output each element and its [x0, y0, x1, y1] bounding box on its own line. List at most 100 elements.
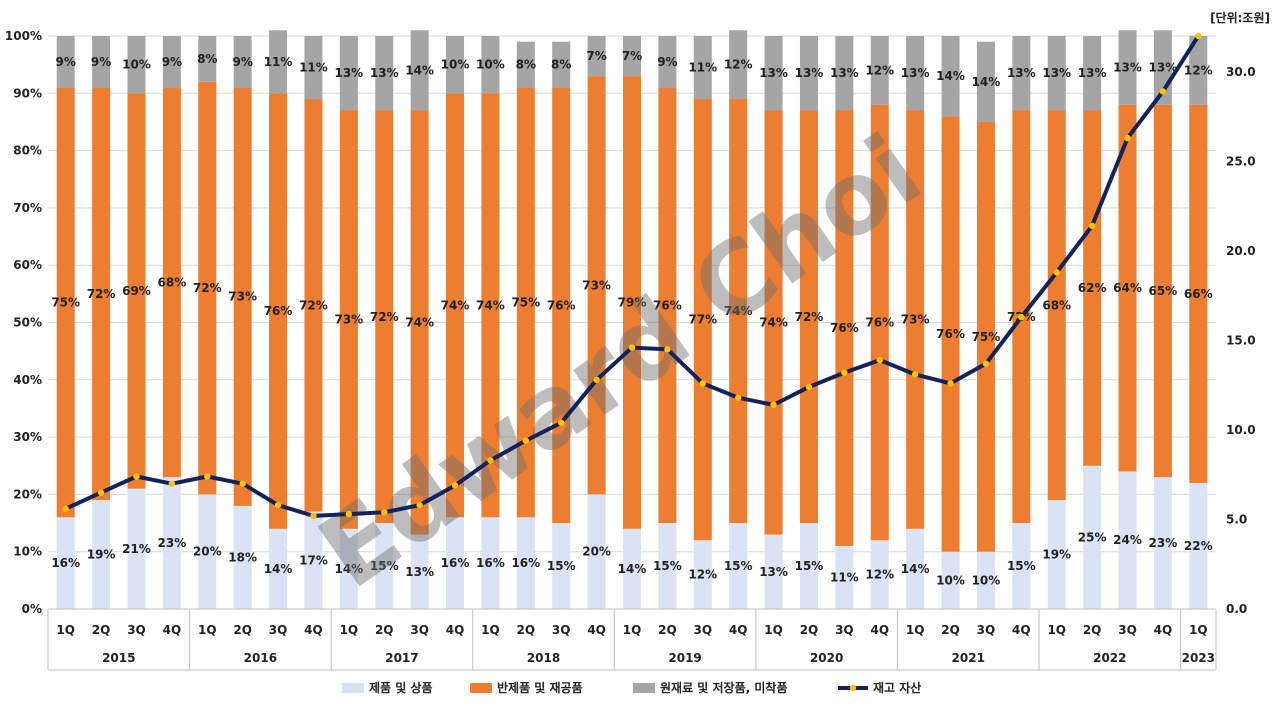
bar-segment	[162, 87, 181, 478]
bar-data-label: 76%	[547, 298, 576, 312]
bar-segment	[799, 110, 818, 524]
bar-segment	[446, 517, 465, 609]
bar-segment	[162, 477, 181, 609]
legend-swatch	[342, 683, 364, 693]
inventory-point	[841, 369, 848, 376]
bar-segment	[481, 517, 500, 609]
inventory-point	[1124, 134, 1131, 142]
bar-data-label: 13%	[901, 66, 930, 80]
bar-segment	[552, 41, 571, 88]
x-tick-label: 2Q	[375, 623, 394, 637]
bar-segment	[198, 494, 217, 609]
bar-segment	[375, 110, 394, 524]
bar-data-label: 23%	[1149, 536, 1178, 550]
bar-data-labels: 16% 75% 9% 19% 72% 9% 21% 69% 10% 23% 68% 9% 20% 72% 8…	[51, 49, 1212, 587]
bar-data-label: 13%	[1078, 66, 1107, 80]
bar-data-label: 76%	[653, 298, 682, 312]
bar-data-label: 76%	[264, 304, 293, 318]
bar-segment	[623, 76, 641, 529]
bar-segment	[764, 36, 783, 111]
x-tick-label: 4Q	[304, 623, 323, 637]
bar-data-label: 12%	[865, 63, 894, 77]
x-tick-label: 1Q	[1189, 623, 1208, 637]
unit-label: [단위:조원]	[1210, 10, 1270, 25]
y-left-tick-label: 90%	[13, 86, 42, 100]
x-tick-label: 3Q	[552, 623, 571, 637]
bar-segment	[339, 36, 358, 111]
bar-segment	[446, 36, 465, 94]
bar-segment	[56, 87, 75, 518]
bar-data-label: 9%	[162, 55, 182, 69]
bar-segment	[127, 36, 146, 94]
bar-segment	[233, 505, 252, 609]
inventory-point	[522, 437, 530, 444]
bar-data-label: 73%	[582, 278, 611, 292]
bar-segment	[304, 36, 323, 100]
y-left-tick-label: 100%	[5, 29, 42, 43]
bar-segment	[658, 523, 677, 609]
inventory-point	[805, 383, 813, 391]
bar-segment	[1153, 477, 1172, 609]
bar-data-label: 13%	[1007, 66, 1036, 80]
bar-data-label: 14%	[334, 562, 363, 576]
bar-data-label: 73%	[901, 313, 930, 327]
legend-swatch	[470, 683, 492, 693]
bar-segment	[1047, 36, 1066, 111]
y-left-tick-label: 70%	[13, 201, 42, 215]
bar-data-label: 8%	[551, 58, 571, 72]
year-label: 2018	[527, 651, 560, 665]
bar-segment	[693, 36, 712, 100]
bar-data-label: 62%	[1078, 281, 1107, 295]
bar-segment	[375, 36, 394, 111]
bar-segment	[1012, 36, 1031, 111]
bar-data-label: 16%	[441, 556, 470, 570]
bar-data-label: 13%	[759, 565, 788, 579]
bar-segment	[976, 121, 995, 552]
bar-segment	[835, 36, 854, 111]
bar-segment	[1047, 500, 1066, 609]
bar-data-label: 20%	[193, 545, 222, 559]
x-tick-label: 1Q	[764, 623, 783, 637]
x-tick-label: 3Q	[127, 623, 146, 637]
year-label: 2021	[952, 651, 985, 665]
y-right-tick-label: 20.0	[1226, 244, 1256, 258]
inventory-point	[310, 512, 317, 520]
x-tick-label: 2Q	[1083, 623, 1102, 637]
y-left-tick-label: 0%	[22, 602, 42, 616]
bar-data-label: 8%	[197, 52, 217, 66]
bar-segment	[304, 99, 323, 512]
bar-data-label: 72%	[87, 287, 116, 301]
bar-segment	[1083, 110, 1102, 466]
bar-segment	[1083, 465, 1102, 609]
bar-data-label: 18%	[228, 550, 257, 564]
bar-segment	[269, 93, 288, 529]
bar-segment	[906, 528, 925, 609]
bar-data-label: 16%	[476, 556, 505, 570]
bar-segment	[162, 36, 181, 88]
x-tick-label: 2Q	[941, 623, 960, 637]
bar-data-label: 14%	[264, 562, 293, 576]
bar-data-label: 10%	[441, 58, 470, 72]
y-right-tick-label: 10.0	[1226, 423, 1256, 437]
inventory-point	[982, 360, 990, 367]
bar-segment	[941, 36, 960, 117]
bar-segment	[623, 528, 641, 609]
year-label: 2023	[1182, 651, 1215, 665]
bar-segment	[410, 110, 429, 535]
x-tick-label: 1Q	[481, 623, 500, 637]
bar-segment	[976, 551, 995, 609]
bar-segment	[481, 36, 500, 94]
x-tick-label: 1Q	[56, 623, 75, 637]
bar-data-label: 23%	[158, 536, 187, 550]
bar-data-label: 75%	[51, 295, 80, 309]
bar-data-label: 15%	[370, 559, 399, 573]
bar-segment	[269, 528, 288, 609]
y-left-tick-label: 30%	[13, 430, 42, 444]
bar-segment	[1118, 104, 1137, 472]
year-label: 2020	[810, 651, 843, 665]
bar-data-label: 7%	[622, 49, 642, 63]
bar-segment	[127, 93, 146, 489]
bar-data-label: 77%	[688, 313, 717, 327]
x-tick-label: 2Q	[92, 623, 111, 637]
